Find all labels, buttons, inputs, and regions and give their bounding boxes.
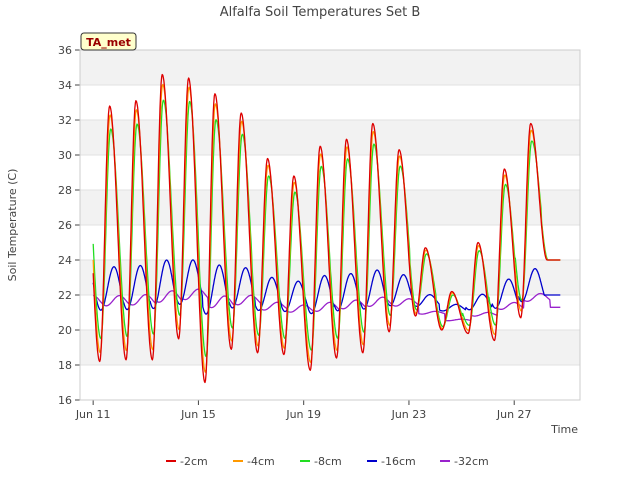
y-tick-label: 28 — [58, 184, 72, 197]
series-line-d32cm — [93, 288, 561, 322]
x-tick-label: Jun 11 — [75, 408, 111, 421]
legend-label: -8cm — [314, 455, 342, 468]
grid-band — [80, 50, 580, 85]
plot-frame — [79, 49, 581, 401]
y-tick-label: 24 — [58, 254, 72, 267]
legend-label: -32cm — [454, 455, 489, 468]
plot-background — [80, 49, 580, 401]
x-axis: Jun 11 Jun 15 Jun 19 Jun 23 Jun 27 — [75, 400, 532, 421]
x-axis-label: Time — [550, 423, 578, 436]
y-tick-label: 34 — [58, 79, 72, 92]
series-line-d16cm — [92, 259, 561, 315]
legend-label: -2cm — [180, 455, 208, 468]
grid-band — [80, 330, 580, 365]
y-tick-label: 16 — [58, 394, 72, 407]
series-line-d2cm — [92, 73, 561, 384]
grid-band — [80, 120, 580, 155]
x-tick-label: Jun 23 — [391, 408, 427, 421]
y-axis: 16 18 20 22 24 26 28 30 32 34 36 — [58, 44, 80, 407]
y-tick-label: 18 — [58, 359, 72, 372]
y-tick-label: 22 — [58, 289, 72, 302]
y-tick-label: 26 — [58, 219, 72, 232]
y-tick-label: 36 — [58, 44, 72, 57]
legend-label: -4cm — [247, 455, 275, 468]
y-tick-label: 32 — [58, 114, 72, 127]
x-tick-label: Jun 15 — [180, 408, 216, 421]
chart-title: Alfalfa Soil Temperatures Set B — [220, 5, 421, 20]
x-tick-label: Jun 19 — [285, 408, 321, 421]
y-tick-label: 30 — [58, 149, 72, 162]
station-badge-label: TA_met — [86, 36, 131, 49]
legend-label: -16cm — [381, 455, 416, 468]
x-tick-label: Jun 27 — [496, 408, 532, 421]
station-badge: TA_met — [80, 32, 137, 51]
y-tick-label: 20 — [58, 324, 72, 337]
grid-band — [80, 190, 580, 225]
y-axis-label: Soil Temperature (C) — [6, 169, 19, 282]
legend: -2cm -4cm -8cm -16cm -32cm — [166, 455, 489, 468]
series-lines — [92, 73, 561, 384]
